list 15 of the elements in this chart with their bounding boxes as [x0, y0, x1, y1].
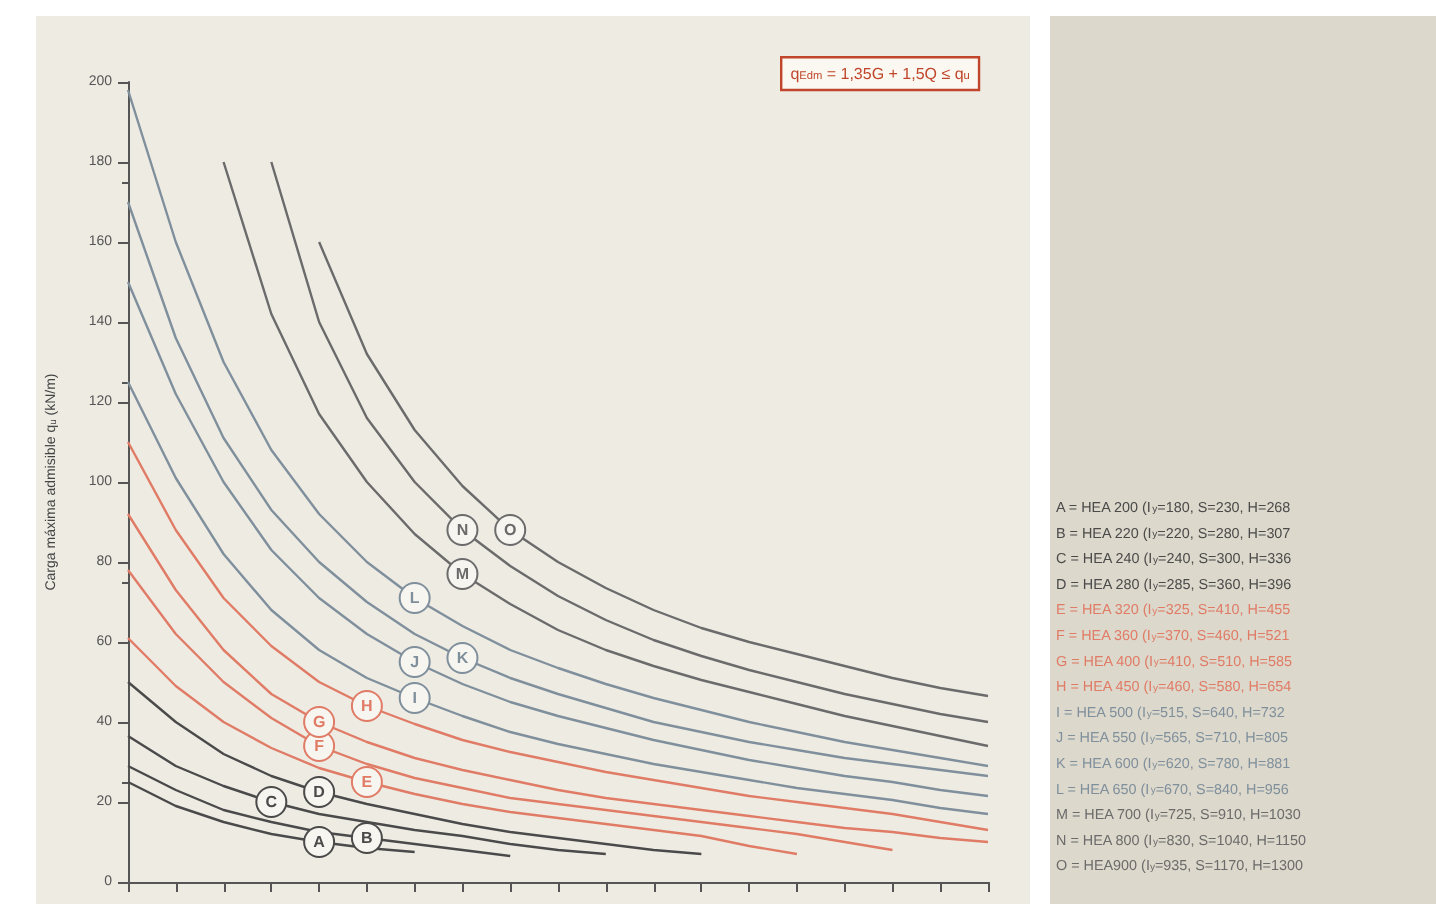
series-label: O — [503, 521, 517, 539]
series-label: D — [313, 783, 326, 801]
series-label: J — [410, 653, 420, 671]
series-label: M — [455, 565, 470, 583]
series-label: K — [456, 649, 469, 667]
series-label: H — [361, 697, 374, 715]
series-label: N — [456, 521, 469, 539]
series-label: F — [314, 737, 325, 755]
series-label: G — [312, 713, 326, 731]
series-label: C — [265, 793, 278, 811]
series-label: I — [412, 689, 417, 707]
series-label: B — [361, 829, 374, 847]
series-label: E — [361, 773, 374, 791]
series-label: A — [313, 833, 326, 851]
series-label: L — [409, 589, 420, 607]
